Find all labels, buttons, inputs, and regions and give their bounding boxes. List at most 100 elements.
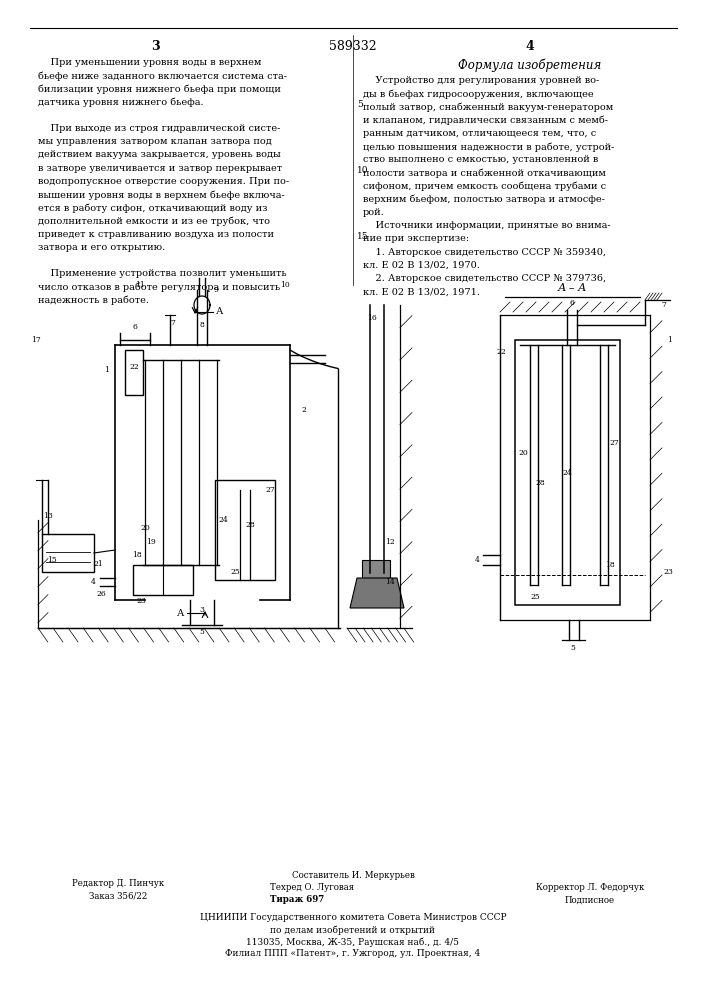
- Text: 22: 22: [129, 363, 139, 371]
- Text: дополнительной емкости и из ее трубок, что: дополнительной емкости и из ее трубок, ч…: [38, 216, 270, 226]
- Text: 20: 20: [518, 449, 528, 457]
- Text: датчика уровня нижнего бьефа.: датчика уровня нижнего бьефа.: [38, 98, 204, 107]
- Text: 15: 15: [357, 232, 368, 241]
- Polygon shape: [350, 578, 404, 608]
- Text: Формула изобретения: Формула изобретения: [458, 58, 602, 72]
- Text: билизации уровня нижнего бьефа при помощи: билизации уровня нижнего бьефа при помощ…: [38, 84, 281, 94]
- Text: Филиал ППП «Патент», г. Ужгород, ул. Проектная, 4: Филиал ППП «Патент», г. Ужгород, ул. Про…: [226, 950, 481, 958]
- Text: 27: 27: [609, 439, 619, 447]
- Text: Корректор Л. Федорчук: Корректор Л. Федорчук: [536, 884, 644, 892]
- Text: 1. Авторское свидетельство СССР № 359340,: 1. Авторское свидетельство СССР № 359340…: [363, 248, 606, 257]
- Text: 4: 4: [90, 578, 95, 586]
- Text: верхним бьефом, полостью затвора и атмосфе-: верхним бьефом, полостью затвора и атмос…: [363, 195, 605, 204]
- Text: полый затвор, снабженный вакуум-генератором: полый затвор, снабженный вакуум-генерато…: [363, 102, 613, 112]
- Text: Заказ 356/22: Заказ 356/22: [89, 892, 147, 900]
- Text: 22: 22: [496, 348, 506, 356]
- Text: Составитель И. Меркурьев: Составитель И. Меркурьев: [291, 871, 414, 880]
- Text: мы управления затвором клапан затвора под: мы управления затвором клапан затвора по…: [38, 137, 271, 146]
- Text: 17: 17: [31, 336, 41, 344]
- Text: При уменьшении уровня воды в верхнем: При уменьшении уровня воды в верхнем: [38, 58, 262, 67]
- Text: 2. Авторское свидетельство СССР № 379736,: 2. Авторское свидетельство СССР № 379736…: [363, 274, 606, 283]
- Text: Устройство для регулирования уровней во-: Устройство для регулирования уровней во-: [363, 76, 600, 85]
- Text: 11: 11: [135, 281, 145, 289]
- Text: 14: 14: [385, 578, 395, 586]
- Text: надежность в работе.: надежность в работе.: [38, 296, 149, 305]
- Text: 16: 16: [367, 314, 377, 322]
- Text: 10: 10: [357, 166, 368, 175]
- Text: 9: 9: [214, 286, 218, 294]
- Text: ранным датчиком, отличающееся тем, что, с: ранным датчиком, отличающееся тем, что, …: [363, 129, 596, 138]
- Text: 4: 4: [525, 40, 534, 53]
- Text: 24: 24: [218, 516, 228, 524]
- Bar: [125, 350, 143, 395]
- Text: затвора и его открытию.: затвора и его открытию.: [38, 243, 165, 252]
- Text: 23: 23: [136, 597, 146, 605]
- Text: 18: 18: [605, 561, 615, 569]
- Text: ние при экспертизе:: ние при экспертизе:: [363, 234, 469, 243]
- Text: Техред О. Луговая: Техред О. Луговая: [270, 884, 354, 892]
- Text: 21: 21: [93, 560, 103, 568]
- Text: 20: 20: [140, 524, 150, 532]
- Text: 6: 6: [132, 323, 137, 331]
- Bar: [515, 340, 620, 605]
- Text: 13: 13: [43, 512, 53, 520]
- Text: Подписное: Подписное: [565, 896, 615, 904]
- Text: 18: 18: [132, 551, 142, 559]
- Text: 589332: 589332: [329, 40, 377, 53]
- Text: 28: 28: [245, 521, 255, 529]
- Text: 113035, Москва, Ж-35, Раушская наб., д. 4/5: 113035, Москва, Ж-35, Раушская наб., д. …: [247, 937, 460, 947]
- Text: 26: 26: [96, 590, 106, 598]
- Text: кл. Е 02 В 13/02, 1970.: кл. Е 02 В 13/02, 1970.: [363, 261, 480, 270]
- Text: приведет к стравливанию воздуха из полости: приведет к стравливанию воздуха из полос…: [38, 230, 274, 239]
- Text: 27: 27: [265, 486, 275, 494]
- Text: 25: 25: [230, 568, 240, 576]
- Text: 15: 15: [47, 556, 57, 564]
- Text: 5: 5: [199, 628, 204, 636]
- Text: и клапаном, гидравлически связанным с мемб-: и клапаном, гидравлически связанным с ме…: [363, 116, 608, 125]
- Text: 7: 7: [662, 301, 667, 309]
- Text: 5: 5: [357, 100, 363, 109]
- Bar: [133, 565, 193, 595]
- Text: 19: 19: [146, 538, 156, 546]
- Text: 5: 5: [571, 644, 575, 652]
- Text: полости затвора и снабженной откачивающим: полости затвора и снабженной откачивающи…: [363, 168, 606, 178]
- Text: водопропускное отверстие сооружения. При по-: водопропускное отверстие сооружения. При…: [38, 177, 289, 186]
- Text: в затворе увеличивается и затвор перекрывает: в затворе увеличивается и затвор перекры…: [38, 164, 282, 173]
- Text: 7: 7: [170, 319, 175, 327]
- Text: рой.: рой.: [363, 208, 385, 217]
- Text: ЦНИИПИ Государственного комитета Совета Министров СССР: ЦНИИПИ Государственного комитета Совета …: [199, 914, 506, 922]
- Text: 3: 3: [199, 606, 204, 614]
- Text: А – А: А – А: [557, 283, 587, 293]
- Text: 8: 8: [199, 321, 204, 329]
- Text: целью повышения надежности в работе, устрой-: целью повышения надежности в работе, уст…: [363, 142, 614, 151]
- Text: Редактор Д. Пинчук: Редактор Д. Пинчук: [72, 880, 164, 888]
- Text: по делам изобретений и открытий: по делам изобретений и открытий: [271, 925, 436, 935]
- Text: 1: 1: [105, 366, 110, 374]
- Bar: [215, 480, 275, 580]
- Text: Источники информации, принятые во внима-: Источники информации, принятые во внима-: [363, 221, 611, 230]
- Text: кл. Е 02 В 13/02, 1971.: кл. Е 02 В 13/02, 1971.: [363, 287, 480, 296]
- Text: вышении уровня воды в верхнем бьефе включа-: вышении уровня воды в верхнем бьефе вклю…: [38, 190, 285, 200]
- Text: 2: 2: [302, 406, 306, 414]
- Text: 10: 10: [280, 281, 290, 289]
- Text: А: А: [216, 308, 223, 316]
- Text: действием вакуума закрывается, уровень воды: действием вакуума закрывается, уровень в…: [38, 150, 281, 159]
- Bar: [362, 560, 390, 578]
- Text: ство выполнено с емкостью, установленной в: ство выполнено с емкостью, установленной…: [363, 155, 598, 164]
- Text: А: А: [177, 608, 184, 617]
- Text: Тираж 697: Тираж 697: [270, 896, 325, 904]
- Text: 1: 1: [667, 336, 672, 344]
- Text: 4: 4: [474, 556, 479, 564]
- Bar: [42, 534, 94, 572]
- Text: бьефе ниже заданного включается система ста-: бьефе ниже заданного включается система …: [38, 71, 287, 81]
- Text: ется в работу сифон, откачивающий воду из: ется в работу сифон, откачивающий воду и…: [38, 203, 267, 213]
- Text: 28: 28: [535, 479, 545, 487]
- Text: При выходе из строя гидравлической систе-: При выходе из строя гидравлической систе…: [38, 124, 281, 133]
- Text: 25: 25: [530, 593, 540, 601]
- Text: 3: 3: [151, 40, 159, 53]
- Text: 24: 24: [562, 469, 572, 477]
- Text: число отказов в работе регулятора и повысить: число отказов в работе регулятора и повы…: [38, 282, 280, 292]
- Text: 23: 23: [663, 568, 673, 576]
- Text: 6: 6: [570, 299, 574, 307]
- Text: 12: 12: [385, 538, 395, 546]
